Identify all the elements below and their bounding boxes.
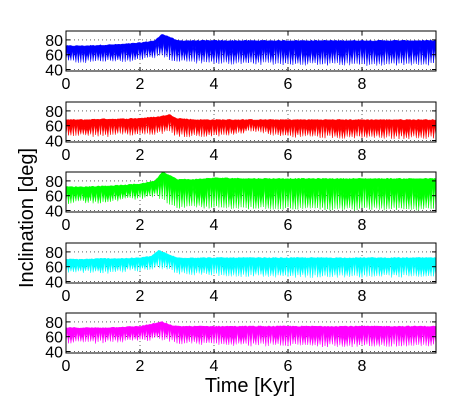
y-tick-label: 60 [45, 330, 63, 347]
y-axis-label: Inclination [deg] [16, 148, 38, 288]
x-tick-label: 2 [136, 358, 145, 375]
x-tick-label: 4 [210, 358, 219, 375]
y-tick-label: 80 [45, 315, 63, 332]
y-tick-label: 80 [45, 33, 63, 50]
y-tick-label: 40 [45, 204, 63, 221]
y-tick-label: 80 [45, 104, 63, 121]
x-tick-label: 2 [136, 217, 145, 234]
x-tick-label: 4 [210, 147, 219, 164]
x-tick-label: 6 [284, 76, 293, 93]
y-tick-label: 80 [45, 174, 63, 191]
y-tick-label: 40 [45, 345, 63, 362]
y-tick-label: 60 [45, 119, 63, 136]
x-tick-label: 2 [136, 147, 145, 164]
y-tick-label: 40 [45, 275, 63, 292]
x-tick-label: 6 [284, 147, 293, 164]
x-tick-label: 8 [358, 288, 367, 305]
y-tick-label: 40 [45, 134, 63, 151]
x-tick-label: 2 [136, 76, 145, 93]
y-tick-label: 60 [45, 48, 63, 65]
axes-box [65, 30, 437, 72]
x-tick-label: 0 [62, 288, 71, 305]
series-area-3 [65, 172, 437, 211]
x-tick-label: 4 [210, 288, 219, 305]
series-area-2 [65, 114, 437, 140]
x-tick-label: 6 [284, 288, 293, 305]
y-tick-label: 80 [45, 245, 63, 262]
x-tick-label: 0 [62, 217, 71, 234]
y-tick-label: 40 [45, 63, 63, 80]
x-tick-label: 8 [358, 217, 367, 234]
series-area-4 [65, 249, 437, 278]
axes-box [65, 312, 437, 354]
y-tick-label: 60 [45, 189, 63, 206]
x-tick-label: 8 [358, 147, 367, 164]
axes-box [65, 171, 437, 213]
x-tick-label: 8 [358, 76, 367, 93]
series-area-1 [65, 34, 437, 66]
series-area-5 [65, 321, 437, 348]
x-axis-label: Time [Kyr] [205, 375, 295, 397]
x-tick-label: 6 [284, 217, 293, 234]
axes-box [65, 101, 437, 143]
x-tick-label: 8 [358, 358, 367, 375]
x-tick-label: 6 [284, 358, 293, 375]
x-tick-label: 2 [136, 288, 145, 305]
y-tick-label: 60 [45, 260, 63, 277]
x-tick-label: 0 [62, 147, 71, 164]
x-tick-label: 4 [210, 76, 219, 93]
axes-box [65, 242, 437, 284]
x-tick-label: 0 [62, 76, 71, 93]
x-tick-label: 4 [210, 217, 219, 234]
x-tick-label: 0 [62, 358, 71, 375]
